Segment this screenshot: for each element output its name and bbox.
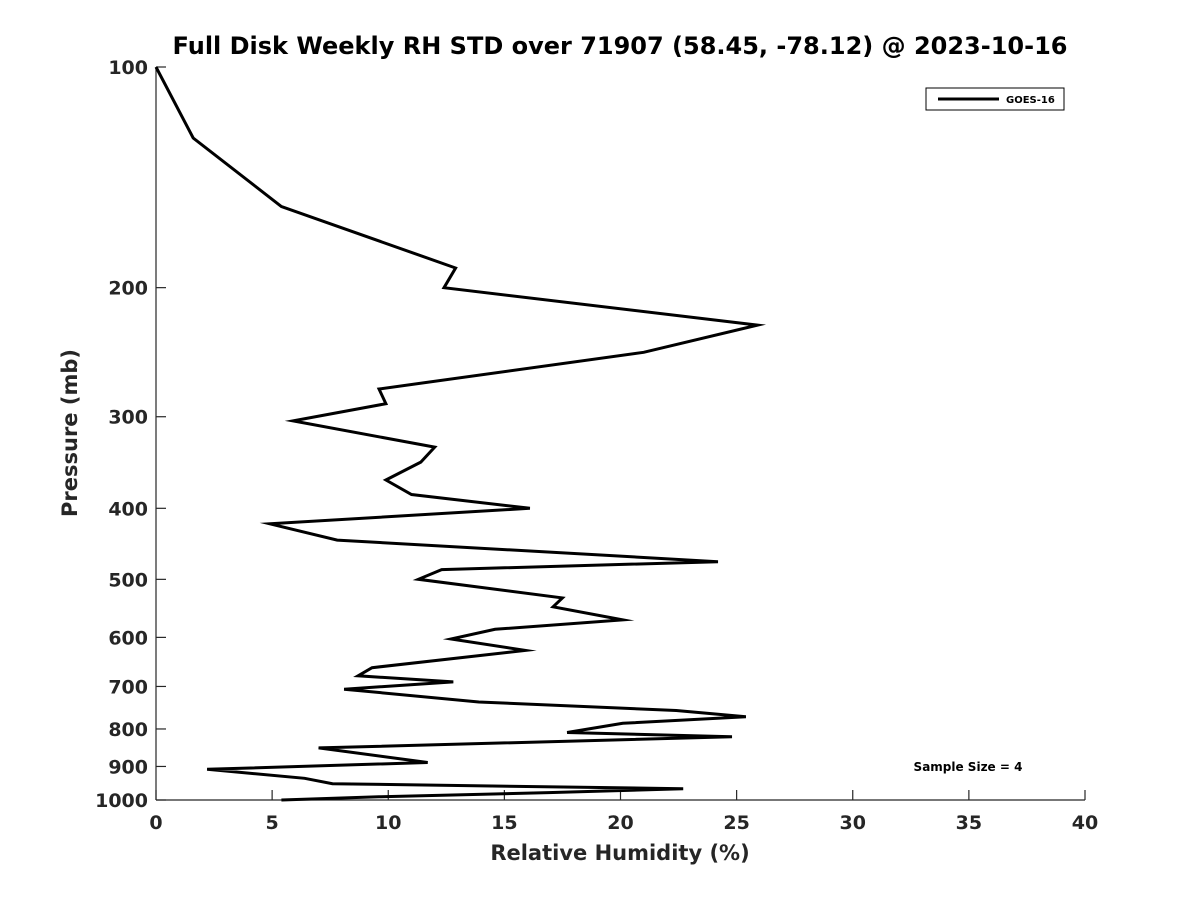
x-axis-ticks: 0 5 10 15 20 25 30 35 40	[149, 790, 1098, 834]
chart-title: Full Disk Weekly RH STD over 71907 (58.4…	[173, 32, 1068, 60]
series-layer	[154, 66, 767, 802]
x-tick-label: 25	[723, 812, 749, 834]
y-tick-label: 200	[108, 278, 148, 300]
x-tick-label: 20	[607, 812, 633, 834]
x-tick-label: 40	[1072, 812, 1098, 834]
y-tick-label: 400	[108, 498, 148, 520]
y-tick-label: 300	[108, 407, 148, 429]
series-line-goes-16	[154, 66, 767, 802]
legend: GOES-16	[925, 87, 1065, 111]
y-axis-label: Pressure (mb)	[58, 349, 82, 517]
x-tick-label: 5	[266, 812, 279, 834]
x-tick-label: 10	[375, 812, 401, 834]
y-tick-label: 800	[108, 719, 148, 741]
y-tick-label: 600	[108, 627, 148, 649]
y-axis-ticks: 100 200 300 400 500 600 700 800 900 1000	[95, 57, 166, 812]
x-tick-label: 30	[840, 812, 866, 834]
y-tick-label: 900	[108, 756, 148, 778]
y-tick-label: 1000	[95, 790, 148, 812]
y-tick-label: 700	[108, 676, 148, 698]
sample-size-annotation: Sample Size = 4	[914, 760, 1023, 774]
y-tick-label: 100	[108, 57, 148, 79]
plot-axes	[155, 67, 1085, 801]
x-tick-label: 15	[491, 812, 517, 834]
legend-label-goes-16: GOES-16	[1006, 95, 1055, 106]
x-tick-label: 35	[956, 812, 982, 834]
x-tick-label: 0	[149, 812, 162, 834]
x-axis-label: Relative Humidity (%)	[490, 841, 749, 865]
y-tick-label: 500	[108, 569, 148, 591]
